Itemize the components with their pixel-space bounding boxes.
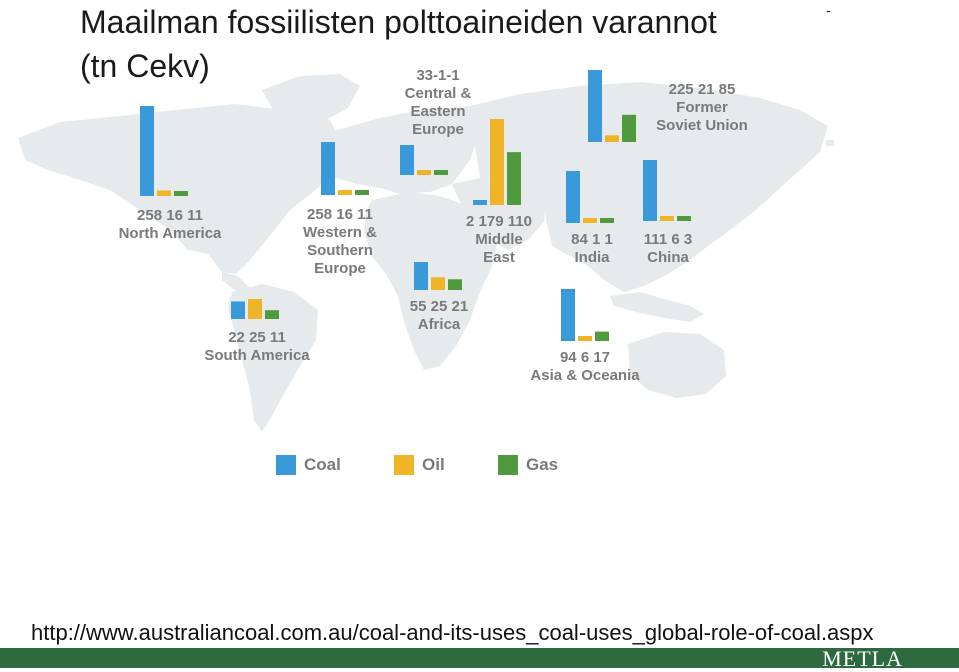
bar-oil-region-1 xyxy=(338,190,352,195)
continent-southeast-asia xyxy=(610,292,704,322)
bar-gas-region-0 xyxy=(174,191,188,196)
region-name-8: South America xyxy=(204,347,310,364)
title-line-2: (tn Cekv) xyxy=(80,48,210,84)
region-values-1: 258 16 11 xyxy=(307,206,373,223)
region-label-6: 111 6 3 China xyxy=(644,231,692,266)
region-label-8: 22 25 11 South America xyxy=(204,329,310,364)
continent-middle-east xyxy=(452,178,546,250)
legend-item-coal: Coal xyxy=(276,453,396,477)
region-label-7: 55 25 21 Africa xyxy=(410,298,468,333)
bar-coal-region-3 xyxy=(473,200,487,205)
legend-label-oil: Oil xyxy=(422,455,445,474)
region-name-1: Europe xyxy=(314,260,366,277)
region-values-6: 111 6 3 xyxy=(644,231,692,248)
title-line-1: Maailman fossiilisten polttoaineiden var… xyxy=(80,4,717,40)
bar-gas-region-7 xyxy=(448,279,462,290)
bar-gas-region-4 xyxy=(622,114,636,142)
region-label-0: 258 16 11 North America xyxy=(119,207,222,242)
region-name-2: Central & xyxy=(405,85,472,102)
region-label-4: 225 21 85 Former Soviet Union xyxy=(656,81,748,134)
region-name-5: India xyxy=(574,249,610,266)
title-dash: - xyxy=(826,2,831,18)
bar-gas-region-9 xyxy=(595,331,609,341)
bar-gas-region-8 xyxy=(265,310,279,319)
region-label-3: 2 179 110 Middle East xyxy=(466,213,532,266)
legend-label-coal: Coal xyxy=(304,455,341,474)
bar-coal-region-2 xyxy=(400,145,414,175)
bar-oil-region-9 xyxy=(578,336,592,341)
bar-coal-region-4 xyxy=(588,70,602,142)
region-name-2: Europe xyxy=(412,121,464,138)
bar-oil-region-8 xyxy=(248,299,262,319)
bar-oil-region-5 xyxy=(583,218,597,223)
metla-logo: METLA xyxy=(822,646,903,671)
continent-south-america xyxy=(228,284,318,432)
legend-swatch-oil xyxy=(394,455,414,475)
bars-layer xyxy=(140,70,691,341)
region-name-1: Western & xyxy=(303,224,377,241)
legend-item-oil: Oil xyxy=(394,453,514,477)
region-values-7: 55 25 21 xyxy=(410,298,468,315)
bar-oil-region-0 xyxy=(157,190,171,196)
bar-oil-region-3 xyxy=(490,119,504,205)
region-name-3: Middle xyxy=(475,231,523,248)
continent-australia xyxy=(628,332,726,398)
bar-coal-region-5 xyxy=(566,171,580,223)
region-name-0: North America xyxy=(119,225,222,242)
region-values-3: 2 179 110 xyxy=(466,213,532,230)
region-name-9: Asia & Oceania xyxy=(530,367,640,384)
continent-greenland xyxy=(262,74,360,122)
region-name-4: Former xyxy=(676,99,728,116)
bar-gas-region-5 xyxy=(600,218,614,223)
legend-item-gas: Gas xyxy=(498,453,618,477)
bar-coal-region-8 xyxy=(231,301,245,319)
region-name-1: Southern xyxy=(307,242,373,259)
bar-gas-region-2 xyxy=(434,170,448,175)
source-link[interactable]: http://www.australiancoal.com.au/coal-an… xyxy=(31,620,874,645)
region-values-8: 22 25 11 xyxy=(228,329,286,346)
footer-bar: METLA xyxy=(0,646,959,671)
region-name-3: East xyxy=(483,249,515,266)
region-label-9: 94 6 17 Asia & Oceania xyxy=(530,349,640,384)
region-name-7: Africa xyxy=(418,316,461,333)
legend-swatch-gas xyxy=(498,455,518,475)
legend-label-gas: Gas xyxy=(526,455,559,474)
bar-gas-region-1 xyxy=(355,190,369,195)
region-label-2: 33-1-1 Central & Eastern Europe xyxy=(405,67,472,138)
continent-north-america xyxy=(18,104,345,274)
region-name-6: China xyxy=(647,249,689,266)
bar-coal-region-9 xyxy=(561,289,575,341)
region-values-5: 84 1 1 xyxy=(571,231,613,248)
bar-coal-region-6 xyxy=(643,160,657,221)
continent-japan xyxy=(714,170,732,210)
bar-coal-region-1 xyxy=(321,142,335,195)
region-name-4: Soviet Union xyxy=(656,117,748,134)
page-title: Maailman fossiilisten polttoaineiden var… xyxy=(80,0,717,88)
legend-swatch-coal xyxy=(276,455,296,475)
region-values-0: 258 16 11 xyxy=(137,207,203,224)
region-name-2: Eastern xyxy=(410,103,465,120)
bar-oil-region-2 xyxy=(417,170,431,175)
bar-gas-region-3 xyxy=(507,152,521,205)
bar-oil-region-6 xyxy=(660,216,674,221)
bar-coal-region-0 xyxy=(140,106,154,196)
region-values-9: 94 6 17 xyxy=(560,349,610,366)
bar-oil-region-4 xyxy=(605,135,619,142)
region-label-5: 84 1 1 India xyxy=(571,231,613,266)
region-values-2: 33-1-1 xyxy=(416,67,459,84)
bar-coal-region-7 xyxy=(414,262,428,290)
island-small xyxy=(826,140,834,146)
region-label-1: 258 16 11 Western & Southern Europe xyxy=(303,206,377,277)
bar-gas-region-6 xyxy=(677,216,691,221)
bar-oil-region-7 xyxy=(431,277,445,290)
region-values-4: 225 21 85 xyxy=(669,81,736,98)
